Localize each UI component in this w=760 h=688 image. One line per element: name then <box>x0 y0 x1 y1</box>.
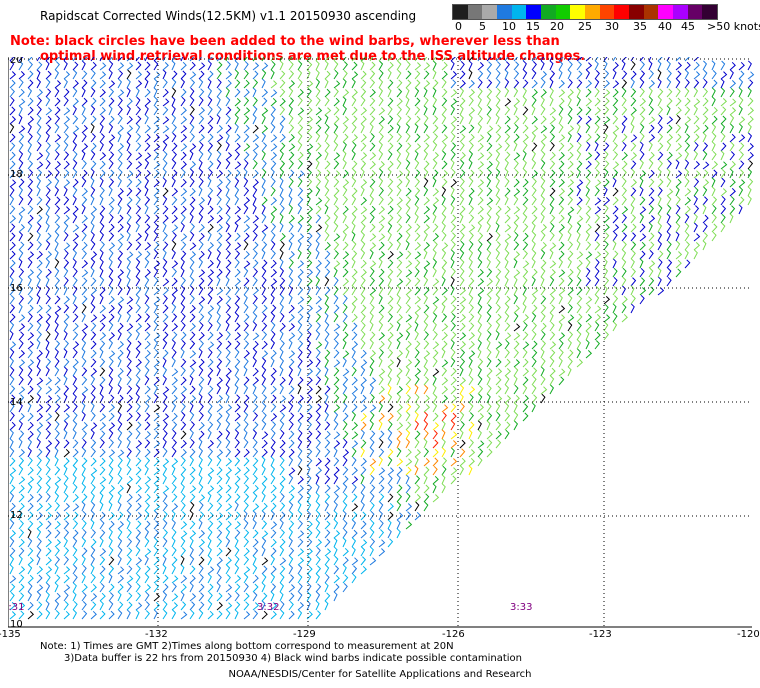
colorbar-label: 0 <box>455 20 462 33</box>
wind-barbs <box>9 57 754 620</box>
colorbar-swatch <box>570 5 586 19</box>
lon-tick: -135 <box>0 629 21 640</box>
time-label: 3:33 <box>510 602 532 613</box>
map-title: Rapidscat Corrected Winds(12.5KM) v1.1 2… <box>40 9 417 23</box>
wind-barbs <box>360 384 476 476</box>
time-label: 3:32 <box>257 602 279 613</box>
note-line-2: optimal wind retrieval conditions are me… <box>40 49 586 64</box>
lat-tick: 12 <box>10 510 23 521</box>
colorbar-swatch <box>658 5 674 19</box>
colorbar-swatch <box>702 5 718 19</box>
lon-tick: -123 <box>589 629 612 640</box>
colorbar-swatch <box>453 5 468 19</box>
lat-tick: 10 <box>10 619 23 630</box>
colorbar-label: >50 knots <box>707 20 760 33</box>
lon-tick: -132 <box>145 629 168 640</box>
colorbar-label: 5 <box>479 20 486 33</box>
colorbar-label: 10 <box>502 20 516 33</box>
wind-barbs <box>360 384 466 476</box>
colorbar-swatch <box>643 5 659 19</box>
bottom-notes: Note: 1) Times are GMT 2)Times along bot… <box>40 641 522 665</box>
colorbar-swatch <box>629 5 644 19</box>
wind-barbs <box>216 57 753 530</box>
colorbar-swatch <box>687 5 703 19</box>
colorbar-label: 40 <box>658 20 672 33</box>
colorbar-swatch <box>482 5 498 19</box>
wind-barbs <box>270 57 755 503</box>
bottom-note-1: Note: 1) Times are GMT 2)Times along bot… <box>40 641 454 652</box>
bottom-note-2: 3)Data buffer is 22 hrs from 20150930 4)… <box>64 653 522 664</box>
colorbar-swatch <box>497 5 512 19</box>
lat-lon-grid <box>8 57 752 628</box>
colorbar-label: 35 <box>633 20 647 33</box>
lon-tick: -126 <box>442 629 465 640</box>
colorbar-label: 30 <box>605 20 619 33</box>
lon-axis-labels: -135 -132 -129 -126 -123 -120 <box>0 629 760 640</box>
lat-tick: 14 <box>10 397 23 408</box>
colorbar-label: 15 <box>526 20 540 33</box>
wind-barb-map[interactable]: 20 18 16 14 12 10 3:31 3:32 3:33 <box>8 57 760 637</box>
wind-barbs <box>9 456 401 620</box>
colorbar-swatch <box>599 5 615 19</box>
lat-tick: 18 <box>10 169 23 180</box>
colorbar-swatch <box>511 5 527 19</box>
lon-tick: -129 <box>293 629 316 640</box>
lat-tick: 16 <box>10 283 23 294</box>
credit-line: NOAA/NESDIS/Center for Satellite Applica… <box>228 669 532 680</box>
wind-barbs <box>414 411 457 449</box>
lat-tick: 20 <box>10 57 23 66</box>
colorbar-label: 20 <box>550 20 564 33</box>
lon-tick: -120 <box>737 629 760 640</box>
time-label: 3:31 <box>8 602 24 613</box>
note-line-1: Note: black circles have been added to t… <box>10 34 560 49</box>
colorbar-swatch <box>555 5 571 19</box>
colorbar-swatch <box>585 5 600 19</box>
colorbar-label: 25 <box>578 20 592 33</box>
colorbar-swatch <box>467 5 483 19</box>
wind-speed-colorbar <box>452 4 718 20</box>
colorbar-labels: 0 5 10 15 20 25 30 35 40 45 >50 knots <box>452 20 760 34</box>
colorbar-swatch <box>541 5 556 19</box>
colorbar-swatch <box>526 5 542 19</box>
wind-barbs <box>9 57 754 485</box>
wind-barbs-layer <box>9 57 755 620</box>
colorbar-label: 45 <box>681 20 695 33</box>
wind-barbs <box>9 57 755 620</box>
colorbar-swatch <box>614 5 630 19</box>
colorbar-swatch <box>673 5 688 19</box>
